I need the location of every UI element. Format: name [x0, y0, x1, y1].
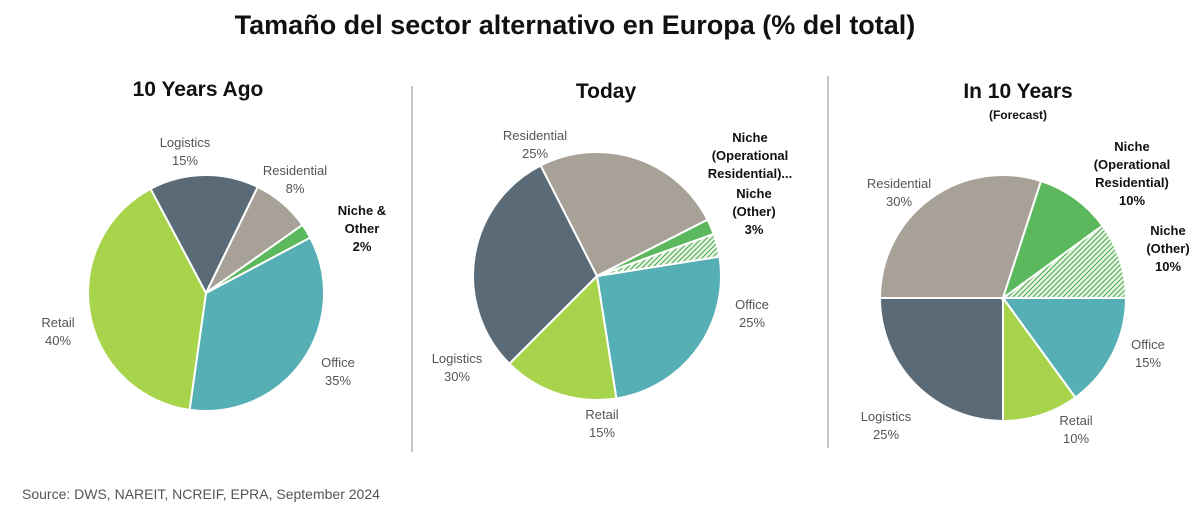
slice-niche-other: [999, 224, 1128, 299]
slice-residential: [878, 174, 1043, 299]
label-niche-other: Niche (Other) 3%: [732, 186, 776, 237]
chart-title-today: Today: [575, 80, 637, 103]
slice-niche-other: [205, 223, 312, 294]
slice-retail: [87, 187, 208, 411]
label-niche-other: Niche (Other) 10%: [1146, 223, 1190, 274]
main-title: Tamaño del sector alternativo en Europa …: [234, 10, 916, 40]
label-logistics: Logistics 15%: [159, 135, 211, 168]
pie-today: [472, 151, 722, 401]
label-office: Office 35%: [321, 355, 355, 388]
slice-logistics: [149, 174, 260, 296]
label-residential: Residential 8%: [262, 163, 328, 196]
slice-niche-operational-residential: [1001, 179, 1104, 301]
label-logistics: Logistics 30%: [431, 351, 483, 384]
label-residential: Residential 25%: [502, 128, 568, 161]
slice-logistics: [472, 164, 599, 366]
slice-residential: [539, 151, 709, 278]
label-residential: Residential 30%: [866, 176, 932, 209]
label-niche-operational-residential: Niche (Operational Residential) 10%: [1093, 139, 1171, 208]
label-office: Office 15%: [1131, 337, 1165, 370]
label-niche-other: Niche & Other 2%: [337, 203, 387, 254]
source-note: Source: DWS, NAREIT, NCREIF, EPRA, Septe…: [22, 486, 380, 502]
slice-niche-other: [596, 232, 721, 277]
chart-subtitle-forecast: (Forecast): [988, 108, 1047, 122]
label-niche-operational-residential: Niche (Operational Residential)...: [707, 130, 793, 181]
chart-title-10-years-ago: 10 Years Ago: [132, 78, 264, 101]
slice-office: [1001, 297, 1128, 399]
chart-title-in-10-years: In 10 Years: [963, 80, 1073, 103]
chart-divider: [411, 86, 413, 452]
label-logistics: Logistics 25%: [860, 409, 912, 442]
slice-office: [188, 236, 325, 412]
slice-retail: [1002, 294, 1077, 423]
pie-10-years-ago: [87, 174, 325, 412]
label-retail: Retail 10%: [1059, 413, 1093, 446]
slice-retail: [507, 273, 618, 401]
label-retail: Retail 40%: [41, 315, 75, 348]
label-office: Office 25%: [735, 297, 769, 330]
chart-divider: [827, 76, 829, 448]
slice-office: [595, 255, 722, 400]
slice-logistics: [878, 297, 1004, 423]
pie-in-10-years: [878, 174, 1128, 423]
label-retail: Retail 15%: [585, 407, 619, 440]
